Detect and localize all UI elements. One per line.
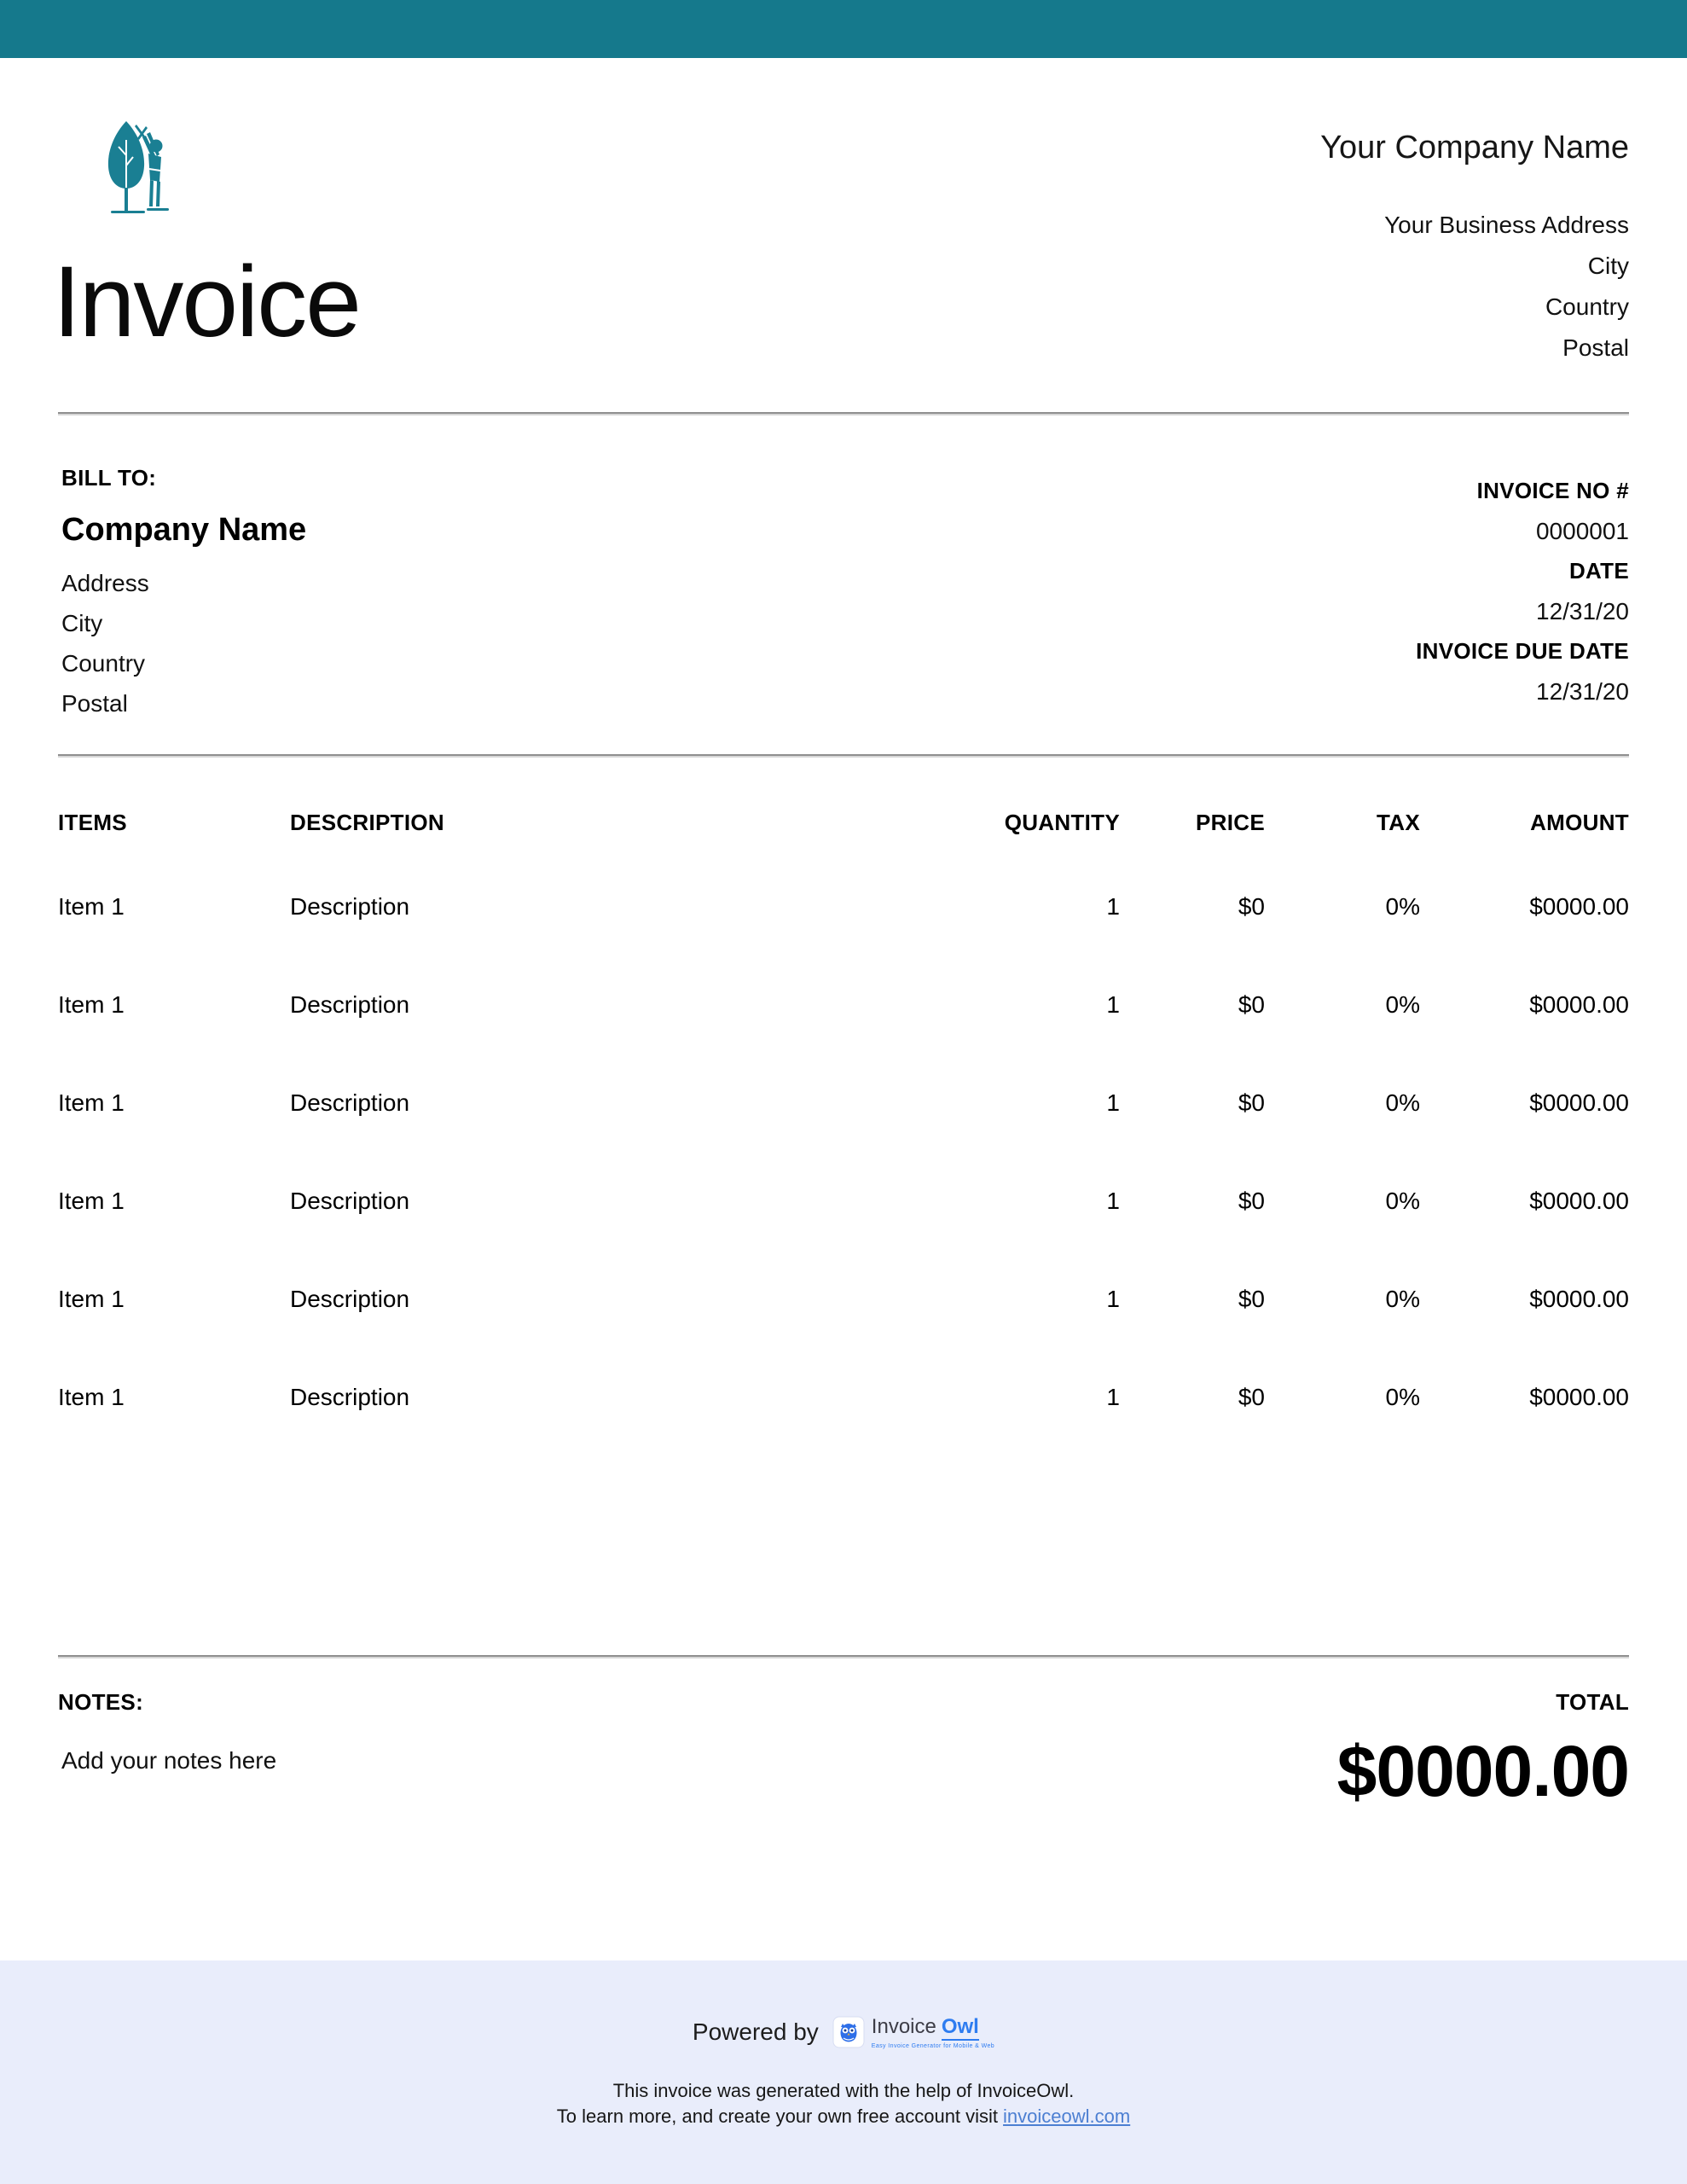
cell-price: $0 [1238, 1089, 1265, 1116]
cell-tax: 0% [1385, 1383, 1420, 1410]
column-header-items: ITEMS [58, 810, 127, 835]
notes-label: NOTES: [58, 1689, 144, 1715]
cell-amount: $0000.00 [1529, 1089, 1629, 1116]
powered-by-row: Powered by Invoice [0, 2015, 1687, 2049]
cell-tax: 0% [1385, 1089, 1420, 1116]
cell-amount: $0000.00 [1529, 892, 1629, 920]
footer-band: Powered by Invoice [0, 1960, 1687, 2184]
wordmark-tagline: Easy Invoice Generator for Mobile & Web [871, 2043, 995, 2049]
table-row: Item 1 Description 1 $0 0% $0000.00 [58, 1054, 1629, 1152]
company-header-block: Your Company Name Your Business Address … [1320, 128, 1629, 369]
footer-line-2-text: To learn more, and create your own free … [556, 2106, 999, 2127]
cell-price: $0 [1238, 892, 1265, 920]
cell-quantity: 1 [1106, 892, 1120, 920]
table-row: Item 1 Description 1 $0 0% $0000.00 [58, 1152, 1629, 1250]
wordmark-owl: Owl [941, 2015, 979, 2041]
bill-to-address-line: Postal [61, 690, 128, 717]
column-header-tax: TAX [1377, 810, 1420, 835]
cell-description: Description [290, 1383, 410, 1410]
company-address: Your Business Address City Country Posta… [1320, 205, 1629, 369]
cell-quantity: 1 [1106, 1285, 1120, 1312]
cell-description: Description [290, 1285, 410, 1312]
cell-price: $0 [1238, 990, 1265, 1018]
column-header-amount: AMOUNT [1530, 810, 1629, 835]
invoiceowl-link[interactable]: invoiceowl.com [1003, 2106, 1131, 2127]
column-header-price: PRICE [1196, 810, 1265, 835]
cell-amount: $0000.00 [1529, 1383, 1629, 1410]
cell-quantity: 1 [1106, 990, 1120, 1018]
cell-description: Description [290, 1187, 410, 1214]
cell-tax: 0% [1385, 1285, 1420, 1312]
company-address-line: Your Business Address [1384, 212, 1629, 238]
invoice-due-date-value: 12/31/20 [1536, 678, 1629, 705]
cell-amount: $0000.00 [1529, 1285, 1629, 1312]
cell-item: Item 1 [58, 1187, 125, 1214]
invoice-due-date-label: INVOICE DUE DATE [1416, 638, 1629, 664]
total-amount: $0000.00 [1336, 1731, 1630, 1811]
totals-divider [58, 1655, 1629, 1657]
column-header-quantity: QUANTITY [1004, 810, 1120, 835]
cell-item: Item 1 [58, 990, 125, 1018]
cell-price: $0 [1238, 1285, 1265, 1312]
cell-price: $0 [1238, 1383, 1265, 1410]
wordmark-invoice: Invoice [871, 2015, 936, 2038]
bill-to-company: Company Name [61, 512, 307, 548]
cell-amount: $0000.00 [1529, 1187, 1629, 1214]
cell-tax: 0% [1385, 990, 1420, 1018]
bill-to-label: BILL TO: [61, 465, 157, 491]
cell-description: Description [290, 892, 410, 920]
table-row: Item 1 Description 1 $0 0% $0000.00 [58, 1250, 1629, 1348]
table-header-row: ITEMS DESCRIPTION QUANTITY PRICE TAX AMO… [58, 798, 1629, 857]
footer-line-2: To learn more, and create your own free … [0, 2104, 1687, 2129]
cell-amount: $0000.00 [1529, 990, 1629, 1018]
bill-to-address-line: Address [61, 570, 149, 596]
bill-to-address: Address City Country Postal [61, 563, 306, 723]
invoice-meta-block: INVOICE NO # 0000001 DATE 12/31/20 INVOI… [1416, 471, 1629, 712]
cell-quantity: 1 [1106, 1089, 1120, 1116]
notes-text: Add your notes here [61, 1747, 277, 1774]
invoice-date-label: DATE [1568, 558, 1629, 584]
invoiceowl-logo: Invoice Owl Easy Invoice Generator for M… [832, 2015, 994, 2049]
cell-item: Item 1 [58, 1383, 125, 1410]
bill-to-address-line: City [61, 610, 103, 636]
company-address-line: City [1587, 253, 1629, 279]
top-accent-bar [0, 0, 1687, 58]
invoice-number-label: INVOICE NO # [1476, 478, 1629, 503]
invoice-date-value: 12/31/20 [1536, 598, 1629, 624]
company-address-line: Postal [1562, 334, 1629, 361]
company-address-line: Country [1545, 293, 1629, 320]
company-name: Your Company Name [1320, 130, 1629, 166]
table-row: Item 1 Description 1 $0 0% $0000.00 [58, 956, 1629, 1054]
footer-line-1: This invoice was generated with the help… [612, 2080, 1075, 2101]
bill-to-address-line: Country [61, 650, 146, 677]
invoice-number-value: 0000001 [1535, 518, 1629, 544]
table-row: Item 1 Description 1 $0 0% $0000.00 [58, 1348, 1629, 1446]
column-header-description: DESCRIPTION [290, 810, 444, 835]
cell-price: $0 [1238, 1187, 1265, 1214]
bill-to-block: BILL TO: Company Name Address City Count… [61, 465, 306, 723]
owl-icon [832, 2016, 865, 2048]
footer-text: This invoice was generated with the help… [0, 2078, 1687, 2129]
cell-item: Item 1 [58, 892, 125, 920]
header-divider [58, 412, 1629, 414]
powered-by-label: Powered by [692, 2018, 819, 2045]
table-row: Item 1 Description 1 $0 0% $0000.00 [58, 857, 1629, 956]
cell-description: Description [290, 1089, 410, 1116]
cell-quantity: 1 [1106, 1383, 1120, 1410]
bill-to-divider [58, 754, 1629, 756]
invoiceowl-wordmark: Invoice Owl Easy Invoice Generator for M… [872, 2015, 994, 2049]
cell-tax: 0% [1385, 892, 1420, 920]
cell-tax: 0% [1385, 1187, 1420, 1214]
cell-item: Item 1 [58, 1285, 125, 1312]
cell-item: Item 1 [58, 1089, 125, 1116]
gardener-tree-logo-icon [107, 121, 169, 213]
page-title: Invoice [53, 246, 362, 358]
cell-description: Description [290, 990, 410, 1018]
total-label: TOTAL [1556, 1689, 1629, 1715]
cell-quantity: 1 [1106, 1187, 1120, 1214]
line-items-table: ITEMS DESCRIPTION QUANTITY PRICE TAX AMO… [58, 798, 1629, 1446]
